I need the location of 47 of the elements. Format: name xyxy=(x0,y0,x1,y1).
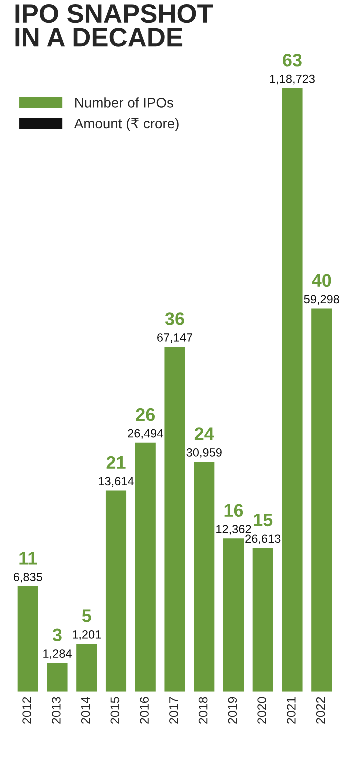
bar xyxy=(47,663,68,692)
bar xyxy=(76,644,98,692)
annotation: 1,201 xyxy=(73,630,102,640)
x-tick-label: 2020 xyxy=(258,697,266,724)
bar xyxy=(164,347,186,692)
bar xyxy=(135,442,156,692)
annotation: 12,362 xyxy=(216,525,252,535)
data-label: 5 xyxy=(82,610,92,622)
data-label: 36 xyxy=(165,312,184,326)
data-label: 26 xyxy=(136,408,156,422)
annotation: 26,613 xyxy=(246,534,281,544)
annotation: 13,614 xyxy=(99,477,134,488)
x-tick-label: 2018 xyxy=(198,697,208,724)
chart-title: IPO SNAPSHOT IN A DECADE xyxy=(16,4,214,47)
annotation: 67,147 xyxy=(158,334,192,344)
x-tick-label: 2013 xyxy=(52,697,61,724)
x-tick-label: 2015 xyxy=(110,697,120,724)
x-tick-label: 2012 xyxy=(22,697,32,724)
bar xyxy=(252,548,274,692)
data-label: 16 xyxy=(224,504,244,517)
x-tick-label: 2021 xyxy=(287,697,296,724)
annotation: 6,835 xyxy=(14,573,42,583)
annotation: 26,494 xyxy=(128,429,164,440)
legend-label: Number of IPOs xyxy=(76,98,174,108)
bar xyxy=(312,308,332,692)
data-label: 63 xyxy=(283,54,302,67)
annotation: Amount (₹ crore) xyxy=(74,118,179,132)
data-label: 11 xyxy=(20,552,38,565)
annotation: 30,959 xyxy=(186,448,222,458)
bar xyxy=(223,538,244,692)
annotation: 1,284 xyxy=(44,650,72,660)
data-label: 24 xyxy=(194,428,214,440)
x-tick-label: 2019 xyxy=(228,697,238,724)
bar xyxy=(282,88,303,692)
bar xyxy=(106,490,127,692)
data-label: 40 xyxy=(312,274,332,288)
bar xyxy=(194,462,215,692)
x-tick-label: 2016 xyxy=(140,697,149,724)
data-label: 15 xyxy=(254,514,273,527)
data-label: 21 xyxy=(106,456,126,469)
annotation: 59,298 xyxy=(304,295,340,305)
bar xyxy=(18,586,38,692)
data-label: 3 xyxy=(52,628,62,642)
x-tick-label: 2017 xyxy=(170,697,178,724)
x-tick-label: 2022 xyxy=(316,697,326,724)
x-tick-label: 2014 xyxy=(81,697,90,724)
annotation: 1,18,723 xyxy=(270,74,315,85)
